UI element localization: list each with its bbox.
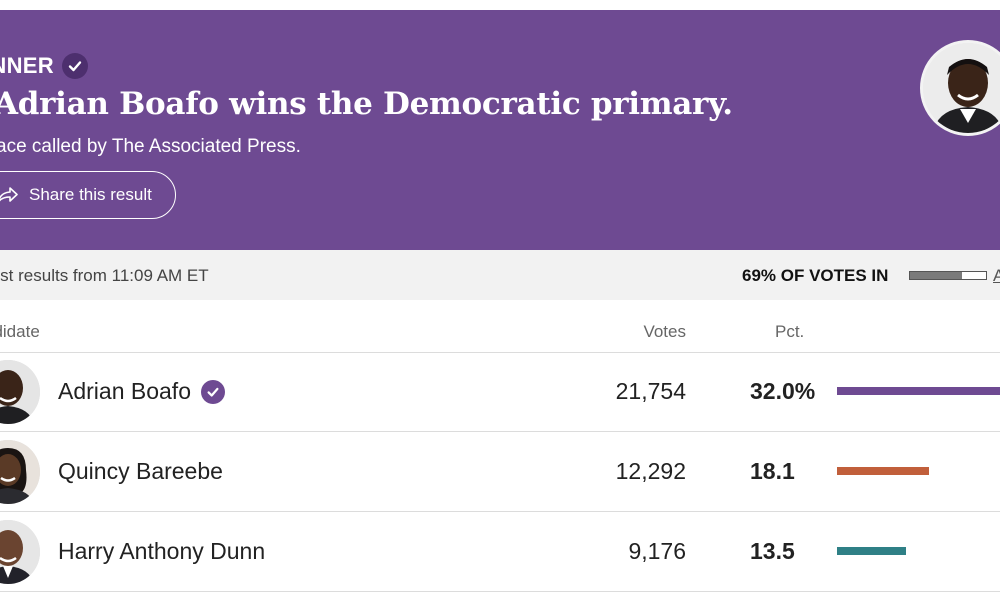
table-row: Adrian Boafo 21,754 32.0% <box>0 352 1000 432</box>
candidate-avatar <box>0 360 40 424</box>
candidate-name: Adrian Boafo <box>58 378 225 405</box>
table-row: Harry Anthony Dunn 9,176 13.5 <box>0 512 1000 592</box>
winner-photo <box>920 40 1000 136</box>
share-result-button[interactable]: Share this result <box>0 171 176 219</box>
candidate-name-text: Harry Anthony Dunn <box>58 538 266 564</box>
table-header: ndidate Votes Pct. <box>0 300 1000 353</box>
candidate-name-text: Adrian Boafo <box>58 378 191 404</box>
candidate-name: Harry Anthony Dunn <box>58 538 265 565</box>
reporting-progress-fill <box>910 272 963 279</box>
headline: Adrian Boafo wins the Democratic primary… <box>0 86 733 122</box>
candidate-name-text: Quincy Bareebe <box>58 458 223 484</box>
column-header-candidate: ndidate <box>0 322 40 341</box>
table-row: Quincy Bareebe 12,292 18.1 <box>0 432 1000 512</box>
winner-check-icon <box>61 53 88 79</box>
winner-label-row: INNER <box>0 53 88 79</box>
candidate-votes: 12,292 <box>615 458 686 484</box>
candidate-pct: 18.1 <box>750 458 795 484</box>
candidate-votes: 21,754 <box>615 378 686 404</box>
candidate-pct: 13.5 <box>750 538 795 564</box>
winner-label: INNER <box>0 53 54 78</box>
candidate-name: Quincy Bareebe <box>58 458 223 485</box>
candidate-pct: 32.0% <box>750 378 816 404</box>
results-status-bar: test results from 11:09 AM ET 69% OF VOT… <box>0 250 1000 300</box>
race-called-note: ace called by The Associated Press. <box>0 136 301 157</box>
column-header-pct: Pct. <box>775 322 805 341</box>
winner-banner: INNER Adrian Boafo wins the Democratic p… <box>0 10 1000 250</box>
last-updated-text: test results from 11:09 AM ET <box>0 266 209 285</box>
vote-share-bar <box>837 547 906 555</box>
vote-share-bar <box>837 467 929 475</box>
candidate-avatar <box>0 520 40 584</box>
about-results-link[interactable]: A <box>993 266 1000 285</box>
column-header-votes: Votes <box>643 322 686 341</box>
winner-check-icon <box>200 379 225 404</box>
vote-share-bar <box>837 387 1000 395</box>
candidate-votes: 9,176 <box>628 538 686 564</box>
share-arrow-icon <box>0 186 19 204</box>
votes-in-label: 69% OF VOTES IN <box>742 266 889 285</box>
reporting-progress-bar <box>909 271 987 280</box>
candidate-avatar <box>0 440 40 504</box>
share-label: Share this result <box>29 185 152 204</box>
